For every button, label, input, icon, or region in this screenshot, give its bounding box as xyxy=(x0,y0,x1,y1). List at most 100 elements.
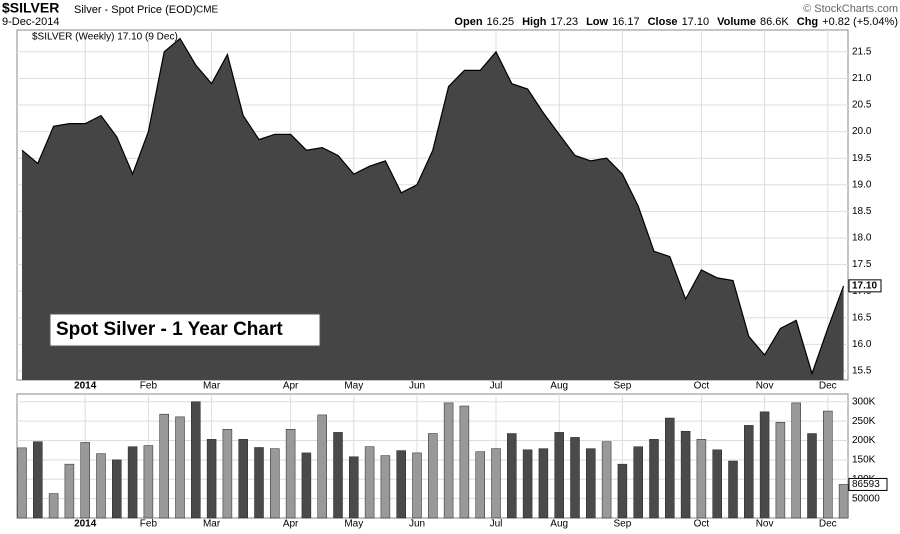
x-tick-label: Sep xyxy=(614,519,632,530)
x-tick-label: Aug xyxy=(550,381,568,392)
volume-tag-label: 86593 xyxy=(852,479,880,490)
x-tick-label: Apr xyxy=(283,381,299,392)
volume-bar xyxy=(728,460,738,519)
volume-bar xyxy=(696,439,707,519)
volume-bar xyxy=(759,411,770,519)
volume-bar xyxy=(744,425,754,519)
y-tick-label: 300K xyxy=(852,396,876,407)
x-tick-label: Jul xyxy=(490,519,503,530)
chart-title: Silver - Spot Price (EOD) xyxy=(74,4,196,16)
volume-bar xyxy=(823,410,833,519)
volume-bar xyxy=(807,433,817,519)
legend: $SILVER (Weekly) 17.10 (9 Dec) xyxy=(32,32,178,43)
x-tick-label: Nov xyxy=(756,519,774,530)
volume-bar xyxy=(33,441,43,519)
x-tick-label: Sep xyxy=(614,381,632,392)
y-tick-label: 18.0 xyxy=(852,233,872,244)
volume-bar xyxy=(775,422,786,519)
x-tick-label: May xyxy=(344,519,363,530)
x-tick-label: May xyxy=(344,381,363,392)
volume-bar xyxy=(838,484,849,519)
price-area xyxy=(22,38,844,380)
y-tick-label: 19.0 xyxy=(852,179,872,190)
volume-bar xyxy=(491,448,501,519)
x-tick-label: Oct xyxy=(694,519,710,530)
y-tick-label: 20.5 xyxy=(852,100,872,111)
volume-bar xyxy=(601,441,612,519)
stat-label: Close xyxy=(648,16,678,28)
volume-bar xyxy=(96,453,106,519)
volume-bar xyxy=(222,429,233,519)
price-tag-label: 17.10 xyxy=(852,280,877,291)
volume-bar xyxy=(412,452,422,519)
volume-bar xyxy=(617,463,628,519)
y-tick-label: 19.5 xyxy=(852,153,872,164)
x-tick-label: Jul xyxy=(490,381,503,392)
x-tick-label: Aug xyxy=(550,519,568,530)
volume-bar xyxy=(254,447,264,519)
stat-value: 16.25 xyxy=(487,16,515,28)
volume-bar xyxy=(443,402,454,519)
volume-bar xyxy=(712,449,722,519)
stat-label: Chg xyxy=(797,16,818,28)
y-tick-label: 20.0 xyxy=(852,126,872,137)
x-tick-label: 2014 xyxy=(74,519,97,530)
price-line xyxy=(21,37,845,376)
x-tick-label: Oct xyxy=(694,381,710,392)
volume-bar xyxy=(48,493,59,519)
volume-bar xyxy=(333,432,343,519)
y-tick-label: 17.5 xyxy=(852,259,872,270)
x-tick-label: Jun xyxy=(409,519,425,530)
volume-bar xyxy=(238,439,248,519)
volume-bar xyxy=(554,432,564,519)
annotation: Spot Silver - 1 Year Chart xyxy=(56,319,283,340)
x-tick-label: Apr xyxy=(283,519,299,530)
volume-bar xyxy=(285,429,296,519)
volume-bar xyxy=(80,442,90,519)
volume-bar xyxy=(380,455,391,519)
volume-bar xyxy=(665,417,675,519)
volume-bar xyxy=(112,459,122,519)
y-tick-label: 16.5 xyxy=(852,312,872,323)
volume-bar xyxy=(459,405,470,519)
stat-label: High xyxy=(522,16,547,28)
volume-bar xyxy=(143,445,154,519)
x-tick-label: Nov xyxy=(756,381,774,392)
x-tick-label: Dec xyxy=(819,381,837,392)
y-tick-label: 16.0 xyxy=(852,339,872,350)
volume-bar xyxy=(64,463,75,519)
y-tick-label: 15.5 xyxy=(852,366,872,377)
volume-bar xyxy=(317,414,327,519)
x-tick-label: Mar xyxy=(203,381,221,392)
x-tick-label: Mar xyxy=(203,519,221,530)
volume-bar xyxy=(396,450,406,519)
volume-bar xyxy=(522,449,533,519)
x-tick-label: 2014 xyxy=(74,381,97,392)
credit: © StockCharts.com xyxy=(803,3,898,15)
volume-bar xyxy=(206,439,217,519)
stat-value: +0.82 (+5.04%) xyxy=(822,16,898,28)
volume-bar xyxy=(428,433,438,519)
volume-bar xyxy=(507,433,517,519)
exchange: CME xyxy=(196,5,219,16)
volume-bar xyxy=(475,451,485,519)
stat-label: Volume xyxy=(717,16,756,28)
y-tick-label: 200K xyxy=(852,435,876,446)
volume-bar xyxy=(649,439,659,519)
volume-bar xyxy=(364,446,375,519)
y-tick-label: 50000 xyxy=(852,493,880,504)
x-tick-label: Feb xyxy=(140,381,158,392)
date: 9-Dec-2014 xyxy=(2,16,59,28)
volume-bar xyxy=(175,416,185,519)
volume-bar xyxy=(586,448,596,519)
x-tick-label: Dec xyxy=(819,519,837,530)
annotation-box xyxy=(49,313,321,347)
y-tick-label: 18.5 xyxy=(852,206,872,217)
volume-bar xyxy=(570,437,580,519)
volume-bar xyxy=(301,452,312,519)
volume-bar xyxy=(159,413,169,519)
price-tag xyxy=(848,279,882,293)
y-tick-label: 21.0 xyxy=(852,73,872,84)
volume-bar xyxy=(191,401,201,519)
volume-bar xyxy=(270,448,280,519)
